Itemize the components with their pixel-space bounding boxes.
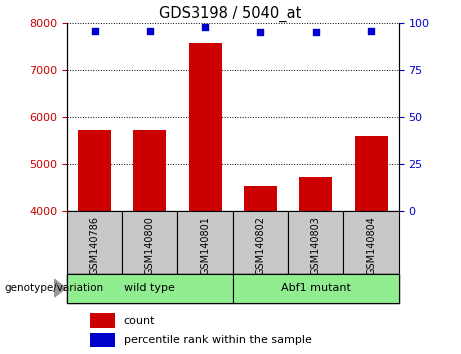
Point [146,28,154,33]
Bar [288,211,343,274]
Point [91,28,98,33]
Text: GSM140803: GSM140803 [311,216,321,275]
Bar [133,130,166,354]
Point [367,28,375,33]
Bar [67,211,122,274]
Bar [78,130,111,354]
Text: GDS3198 / 5040_at: GDS3198 / 5040_at [160,5,301,22]
Text: count: count [124,316,155,326]
Bar [177,211,233,274]
Bar [122,211,177,274]
Bar [90,333,115,347]
Bar [355,136,388,354]
Bar [189,43,222,354]
Bar [244,186,277,354]
Text: percentile rank within the sample: percentile rank within the sample [124,335,312,345]
Point [257,29,264,35]
Bar [67,274,233,303]
Bar [233,211,288,274]
Polygon shape [54,279,66,297]
Point [312,29,319,35]
Bar [299,177,332,354]
Bar [90,313,115,328]
Bar [233,274,399,303]
Bar [343,211,399,274]
Text: genotype/variation: genotype/variation [5,283,104,293]
Text: GSM140801: GSM140801 [200,216,210,275]
Text: GSM140802: GSM140802 [255,216,266,275]
Text: wild type: wild type [124,283,175,293]
Text: Abf1 mutant: Abf1 mutant [281,283,351,293]
Text: GSM140804: GSM140804 [366,216,376,275]
Point [201,24,209,30]
Text: GSM140800: GSM140800 [145,216,155,275]
Text: GSM140786: GSM140786 [89,216,100,275]
